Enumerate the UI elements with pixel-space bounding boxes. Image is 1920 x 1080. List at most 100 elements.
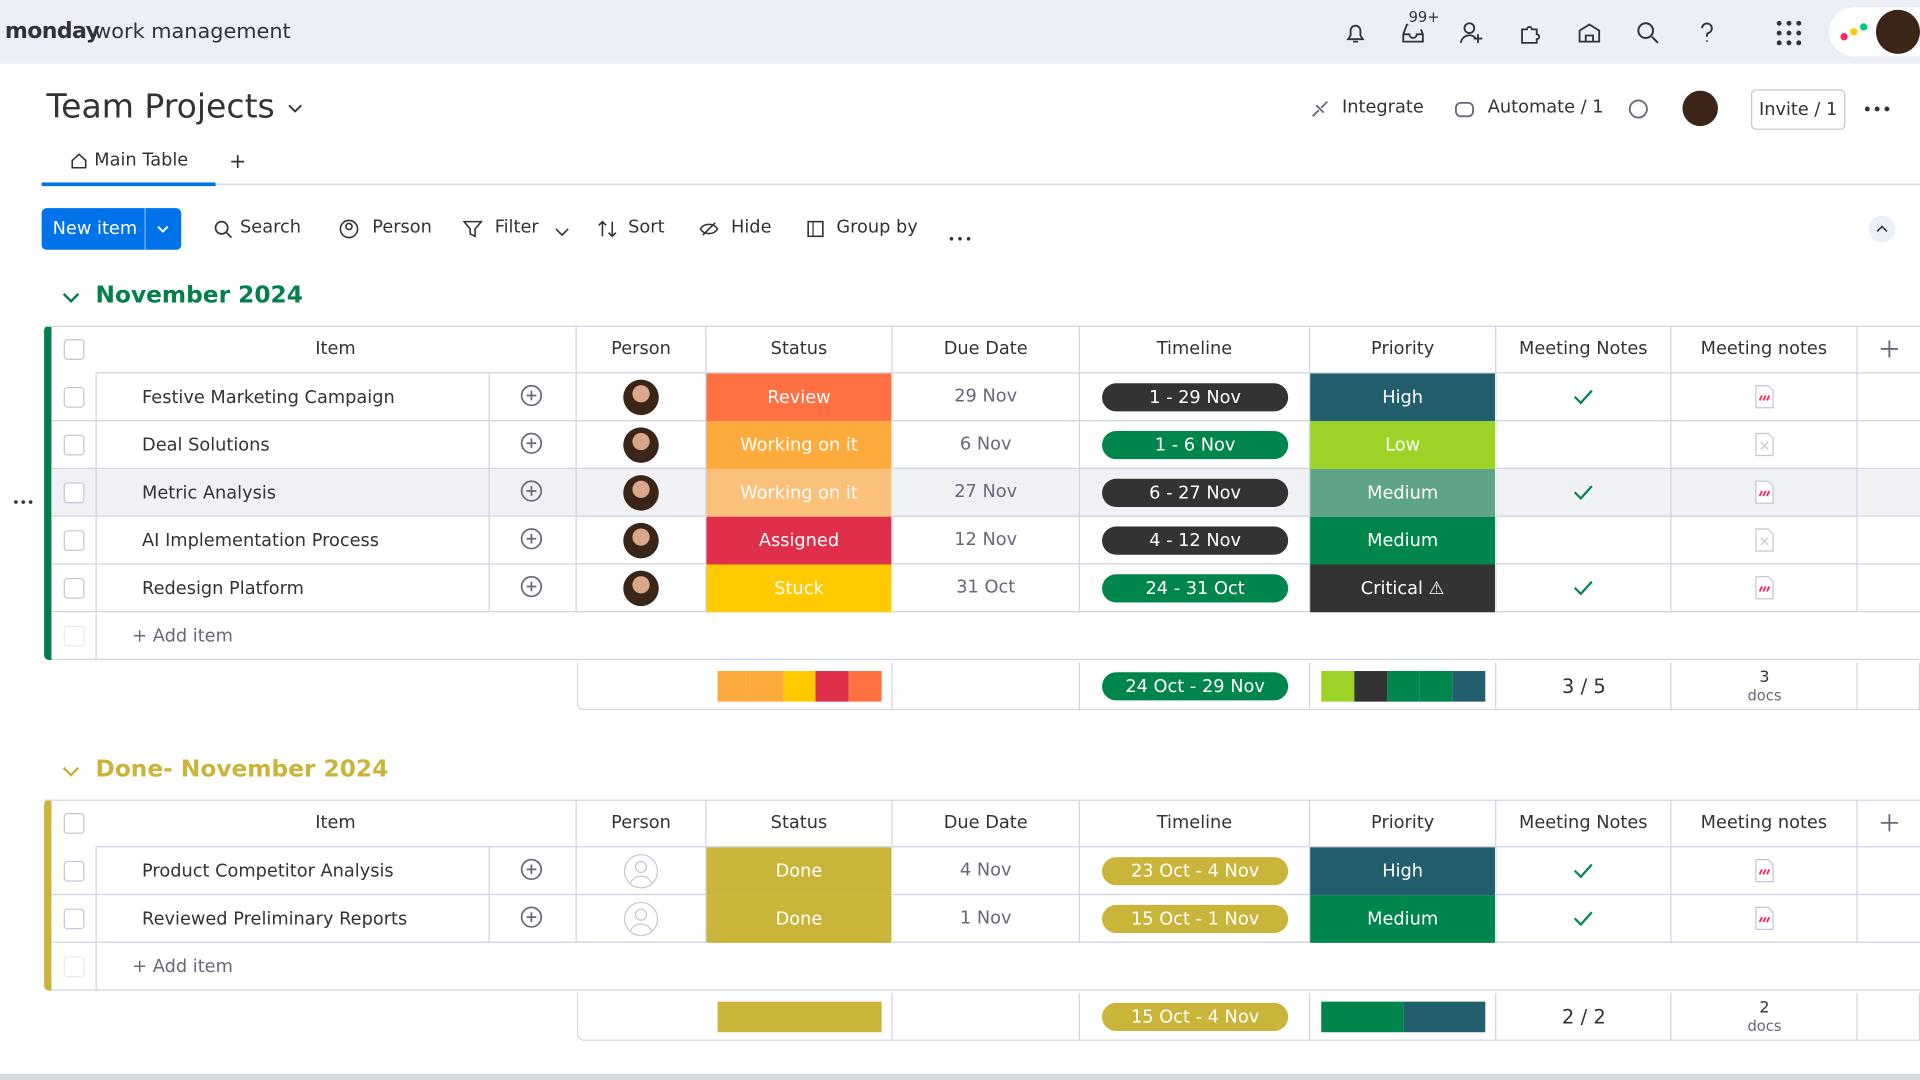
- status-cell[interactable]: Working on it: [706, 421, 893, 469]
- timeline-pill[interactable]: 6 - 27 Nov: [1102, 478, 1289, 507]
- person-cell[interactable]: [576, 421, 707, 469]
- more-icon[interactable]: [1864, 105, 1891, 112]
- due-date[interactable]: 12 Nov: [892, 516, 1081, 565]
- invite-button[interactable]: Invite / 1: [1751, 89, 1846, 130]
- automate[interactable]: Automate / 1: [1487, 97, 1604, 118]
- person-cell[interactable]: [576, 847, 707, 896]
- checkbox[interactable]: [63, 339, 85, 361]
- status-cell[interactable]: Working on it: [706, 468, 893, 517]
- group-title[interactable]: November 2024: [95, 281, 303, 309]
- notes-cell[interactable]: [1496, 895, 1672, 943]
- cell: [707, 993, 893, 1041]
- status-cell[interactable]: Stuck: [706, 564, 893, 613]
- item-cell[interactable]: Metric Analysis: [95, 468, 490, 517]
- toolbar-button[interactable]: Hide: [731, 217, 772, 238]
- status-cell[interactable]: Review: [706, 373, 893, 422]
- doc-cell[interactable]: [1671, 468, 1858, 517]
- notes-cell[interactable]: [1496, 373, 1672, 422]
- doc-cell[interactable]: [1671, 516, 1858, 565]
- priority-cell[interactable]: High: [1310, 373, 1497, 422]
- collapse-button[interactable]: [1868, 215, 1896, 243]
- item-cell[interactable]: Festive Marketing Campaign: [95, 373, 490, 422]
- due-date[interactable]: 29 Nov: [892, 373, 1081, 422]
- add-item[interactable]: + Add item: [95, 612, 490, 661]
- checkbox[interactable]: [63, 860, 85, 882]
- toolbar-button[interactable]: Group by: [836, 217, 918, 238]
- due-date[interactable]: 4 Nov: [892, 847, 1081, 896]
- person-cell[interactable]: [576, 516, 707, 565]
- add-item[interactable]: + Add item: [95, 942, 490, 991]
- account[interactable]: [1829, 7, 1920, 57]
- doc-cell[interactable]: [1671, 564, 1858, 613]
- status-cell[interactable]: Done: [706, 847, 893, 896]
- marketplace-icon[interactable]: [1576, 20, 1603, 47]
- toolbar-button[interactable]: Sort: [628, 217, 665, 238]
- inbox-icon[interactable]: [1400, 20, 1427, 47]
- notes-cell[interactable]: [1496, 421, 1672, 469]
- grid-icon[interactable]: [1776, 20, 1803, 47]
- item-cell[interactable]: Deal Solutions: [95, 421, 490, 469]
- priority-cell[interactable]: Medium: [1310, 468, 1497, 517]
- checkbox[interactable]: [63, 386, 85, 408]
- checkbox[interactable]: [63, 434, 85, 456]
- new-item-button[interactable]: New item: [41, 208, 182, 250]
- priority-cell[interactable]: High: [1310, 847, 1497, 896]
- person-cell[interactable]: [576, 564, 707, 613]
- doc-cell[interactable]: [1671, 895, 1858, 943]
- checkbox[interactable]: [63, 577, 85, 599]
- status-cell[interactable]: Done: [706, 895, 893, 943]
- integrate[interactable]: Integrate: [1342, 97, 1424, 118]
- item-cell[interactable]: Reviewed Preliminary Reports: [95, 895, 490, 943]
- bell-icon[interactable]: [1342, 20, 1369, 47]
- priority-cell[interactable]: Critical ⚠: [1310, 564, 1497, 613]
- item-cell[interactable]: AI Implementation Process: [95, 516, 490, 565]
- cell: [893, 662, 1081, 711]
- invite-icon[interactable]: [1458, 20, 1485, 47]
- item-cell[interactable]: Product Competitor Analysis: [95, 847, 490, 896]
- priority-cell[interactable]: Low: [1310, 421, 1497, 469]
- doc-cell[interactable]: [1671, 847, 1858, 896]
- timeline-pill[interactable]: 15 Oct - 1 Nov: [1102, 904, 1289, 934]
- timeline-pill[interactable]: 1 - 6 Nov: [1102, 431, 1289, 460]
- person-cell[interactable]: [576, 373, 707, 422]
- chevron[interactable]: [287, 100, 304, 117]
- checkbox[interactable]: [63, 908, 85, 930]
- doc-cell[interactable]: [1671, 421, 1858, 469]
- priority-cell[interactable]: Medium: [1310, 516, 1497, 565]
- person-cell[interactable]: [576, 895, 707, 943]
- help-icon[interactable]: [1693, 20, 1720, 47]
- search-icon[interactable]: [1635, 20, 1662, 47]
- tab[interactable]: Main Table: [94, 150, 189, 171]
- checkbox[interactable]: [63, 813, 85, 834]
- checkbox[interactable]: [63, 482, 85, 504]
- comment-icon[interactable]: [1627, 98, 1649, 120]
- notes-cell[interactable]: [1496, 847, 1672, 896]
- apps-icon[interactable]: [1517, 20, 1544, 47]
- status-cell[interactable]: Assigned: [706, 516, 893, 565]
- due-date[interactable]: 1 Nov: [892, 895, 1081, 943]
- toolbar-button[interactable]: Person: [372, 217, 432, 238]
- timeline-pill[interactable]: 4 - 12 Nov: [1102, 526, 1289, 555]
- board-title[interactable]: Team Projects: [46, 88, 275, 127]
- timeline-pill[interactable]: 23 Oct - 4 Nov: [1102, 857, 1289, 886]
- group-title[interactable]: Done- November 2024: [95, 755, 389, 783]
- add-column[interactable]: [1857, 800, 1920, 848]
- add-tab[interactable]: +: [228, 149, 247, 174]
- timeline-pill[interactable]: 24 - 31 Oct: [1102, 574, 1289, 603]
- toolbar-button[interactable]: Filter: [494, 217, 539, 238]
- due-date[interactable]: 31 Oct: [892, 564, 1081, 613]
- priority-cell[interactable]: Medium: [1310, 895, 1497, 943]
- avatar: [623, 570, 659, 606]
- notes-cell[interactable]: [1496, 564, 1672, 613]
- due-date[interactable]: 6 Nov: [892, 421, 1081, 469]
- person-cell[interactable]: [576, 468, 707, 517]
- due-date[interactable]: 27 Nov: [892, 468, 1081, 517]
- notes-cell[interactable]: [1496, 516, 1672, 565]
- add-column[interactable]: [1857, 326, 1920, 374]
- toolbar-button[interactable]: Search: [240, 217, 302, 238]
- item-cell[interactable]: Redesign Platform: [95, 564, 490, 613]
- checkbox[interactable]: [63, 530, 85, 552]
- doc-cell[interactable]: [1671, 373, 1858, 422]
- timeline-pill[interactable]: 1 - 29 Nov: [1102, 383, 1289, 412]
- notes-cell[interactable]: [1496, 468, 1672, 517]
